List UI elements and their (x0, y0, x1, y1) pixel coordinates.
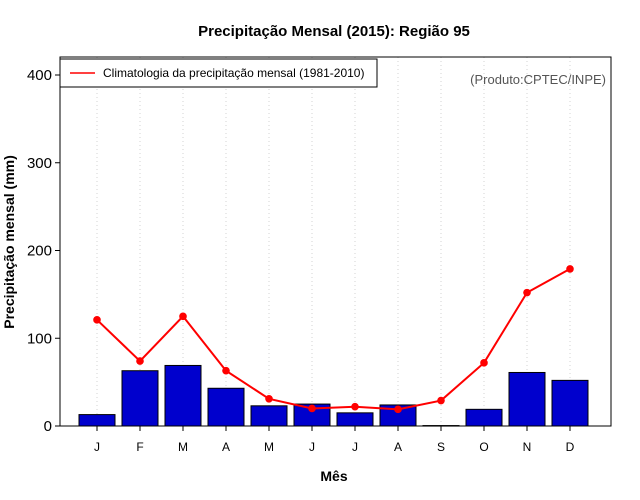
x-tick-label: F (136, 440, 143, 454)
grid (96, 57, 571, 426)
bar (121, 370, 159, 427)
climatology-line (93, 265, 574, 414)
climatology-point (394, 405, 402, 414)
climatology-point (566, 265, 574, 273)
legend-box (59, 58, 378, 88)
climatology-point (222, 366, 230, 375)
bars (78, 364, 589, 427)
x-tick-label: A (222, 440, 230, 454)
x-tick-label: N (523, 440, 532, 454)
climatology-point (136, 357, 144, 365)
bar (465, 408, 503, 427)
climatology-point (308, 404, 316, 413)
legend: Climatologia da precipitação mensal (198… (59, 58, 378, 88)
bar (250, 405, 288, 427)
climatology-point (179, 312, 187, 321)
y-axis: 0 100 200 300 400 (27, 67, 60, 435)
x-tick-label: A (394, 440, 402, 454)
climatology-point (480, 359, 488, 367)
x-tick-label: M (178, 440, 188, 454)
bar (336, 412, 374, 427)
bar (551, 379, 589, 427)
climatology-point (437, 396, 445, 405)
y-tick-label: 200 (27, 243, 52, 260)
y-tick-label: 0 (44, 418, 52, 435)
climatology-polyline (96, 268, 571, 411)
climatology-point (265, 394, 273, 403)
y-tick-label: 300 (27, 155, 52, 172)
x-tick-label: M (264, 440, 274, 454)
bar (207, 387, 245, 427)
climatology-point (523, 288, 531, 297)
climatology-point (351, 402, 359, 411)
chart-title: Precipitação Mensal (2015): Região 95 (198, 23, 470, 40)
x-tick-label: O (479, 440, 488, 454)
x-axis-title: Mês (320, 468, 347, 484)
bar (508, 371, 546, 427)
credit-text: (Produto:CPTEC/INPE) (470, 72, 606, 87)
bar (78, 414, 116, 427)
x-tick-label: S (437, 440, 445, 454)
y-axis-title: Precipitação mensal (mm) (1, 155, 17, 329)
x-tick-label: J (352, 440, 358, 454)
x-tick-label: J (309, 440, 315, 454)
legend-label: Climatologia da precipitação mensal (198… (103, 66, 364, 80)
x-tick-label: D (566, 440, 575, 454)
bar (164, 364, 202, 427)
x-tick-label: J (94, 440, 100, 454)
climatology-point (93, 316, 101, 324)
y-tick-label: 100 (27, 330, 52, 347)
y-tick-label: 400 (27, 67, 52, 84)
plot-frame (59, 56, 612, 427)
